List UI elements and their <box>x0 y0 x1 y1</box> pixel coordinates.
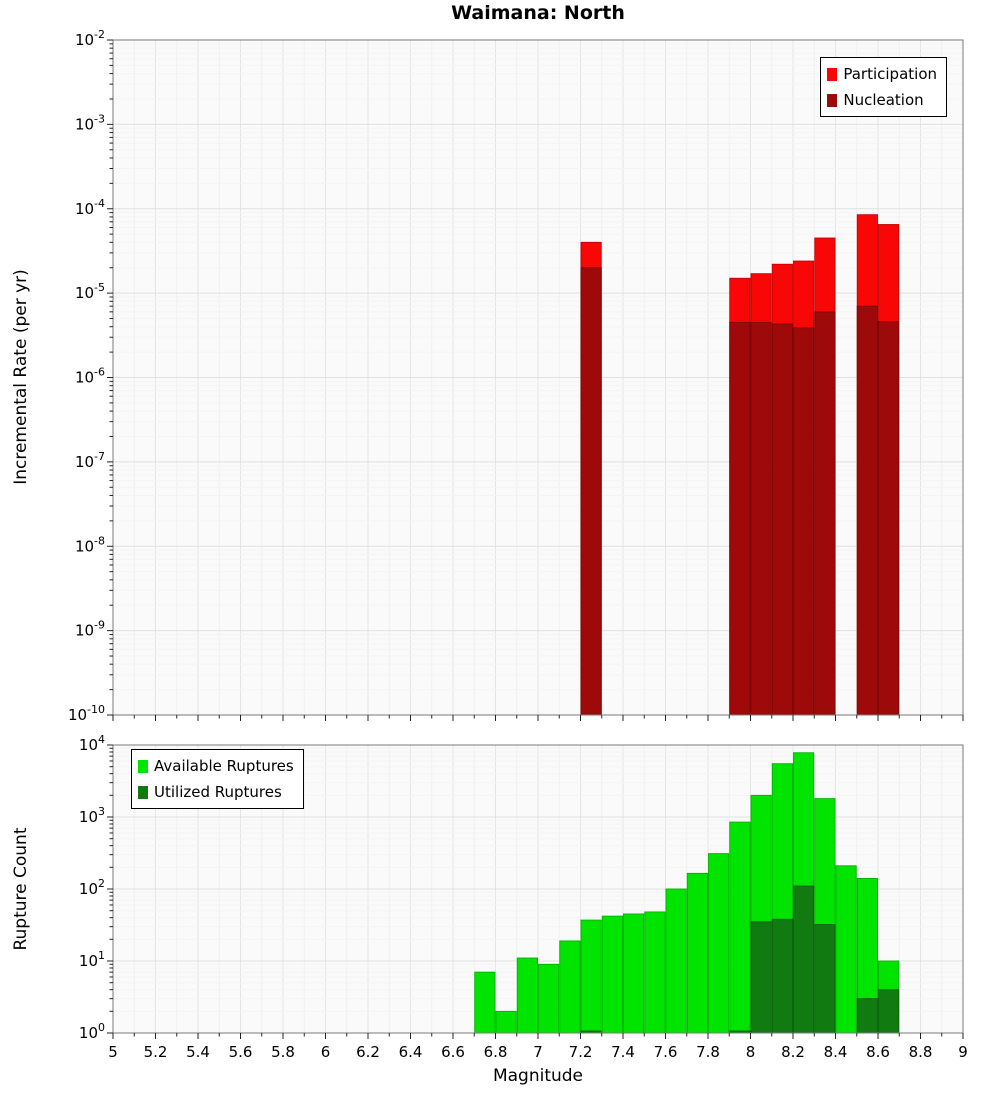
rupture-count-bar <box>814 924 836 1034</box>
rupture-count-bar <box>623 913 645 1034</box>
rupture-count-bar <box>729 821 751 1034</box>
rupture-count-bar <box>750 921 772 1034</box>
x-tick-label: 5 <box>108 1043 118 1061</box>
legend-label-available-ruptures: Available Ruptures <box>154 757 294 775</box>
x-axis-label: Magnitude <box>492 1066 584 1086</box>
x-tick-label: 6.8 <box>484 1043 508 1061</box>
rupture-count-bar <box>686 872 708 1034</box>
x-tick-label: 7.4 <box>611 1043 635 1061</box>
chart-title: Waimana: North <box>451 2 625 24</box>
nucleation-swatch-icon <box>827 93 838 107</box>
y-tick-label: 10-3 <box>75 112 105 133</box>
x-tick-label: 8.2 <box>781 1043 805 1061</box>
rate-legend: Participation Nucleation <box>820 57 947 117</box>
x-tick-label: 6.4 <box>399 1043 423 1061</box>
y-tick-label: 102 <box>79 877 105 898</box>
x-tick-label: 6.6 <box>441 1043 465 1061</box>
y-tick-label: 100 <box>79 1021 105 1042</box>
rupture-count-bar <box>665 888 687 1034</box>
incremental-rate-bar <box>793 327 815 716</box>
utilized-ruptures-swatch-icon <box>138 785 148 799</box>
rupture-count-bar <box>474 971 496 1034</box>
rupture-count-bar <box>878 989 900 1034</box>
legend-item-nucleation: Nucleation <box>827 87 937 113</box>
legend-label-participation: Participation <box>843 65 937 83</box>
participation-swatch-icon <box>827 67 838 81</box>
incremental-rate-bar <box>878 321 900 716</box>
y-tick-label: 10-6 <box>75 366 105 387</box>
legend-label-nucleation: Nucleation <box>843 91 924 109</box>
rupture-count-bar <box>644 911 666 1034</box>
rupture-count-bar <box>538 963 560 1034</box>
rupture-count-bar <box>793 885 815 1034</box>
rupture-count-bar <box>495 1010 517 1034</box>
x-tick-label: 6 <box>321 1043 331 1061</box>
y-tick-label: 10-5 <box>75 281 105 302</box>
incremental-rate-bar <box>771 323 793 716</box>
x-tick-label: 7.2 <box>569 1043 593 1061</box>
x-tick-label: 8.4 <box>824 1043 848 1061</box>
incremental-rate-bar <box>729 321 751 716</box>
x-tick-label: 8.8 <box>909 1043 933 1061</box>
rupture-count-bar <box>835 865 857 1034</box>
y-tick-label: 10-4 <box>75 197 105 218</box>
count-y-axis-label: Rupture Count <box>11 827 31 951</box>
rate-y-axis-label: Incremental Rate (per yr) <box>11 269 31 485</box>
available-ruptures-swatch-icon <box>138 759 148 773</box>
rupture-count-bar <box>771 918 793 1034</box>
incremental-rate-bar <box>580 267 602 716</box>
x-tick-label: 5.8 <box>271 1043 295 1061</box>
y-tick-label: 10-7 <box>75 450 105 471</box>
rupture-count-bar <box>580 919 602 1034</box>
y-tick-label: 10-9 <box>75 619 105 640</box>
legend-label-utilized-ruptures: Utilized Ruptures <box>154 783 282 801</box>
incremental-rate-bar <box>750 321 772 716</box>
x-tick-label: 6.2 <box>356 1043 380 1061</box>
rupture-count-bar <box>559 940 581 1034</box>
x-tick-label: 8.6 <box>866 1043 890 1061</box>
x-tick-label: 7.6 <box>654 1043 678 1061</box>
x-tick-label: 9 <box>958 1043 968 1061</box>
rupture-count-bar <box>856 998 878 1034</box>
x-tick-label: 8 <box>746 1043 756 1061</box>
count-legend: Available Ruptures Utilized Ruptures <box>131 749 304 809</box>
x-tick-label: 5.2 <box>144 1043 168 1061</box>
y-tick-label: 104 <box>79 733 105 754</box>
x-tick-label: 5.4 <box>186 1043 210 1061</box>
y-tick-label: 10-10 <box>68 703 105 724</box>
y-tick-label: 10-8 <box>75 534 105 555</box>
y-tick-label: 10-2 <box>75 28 105 49</box>
y-tick-label: 103 <box>79 805 105 826</box>
x-tick-label: 5.6 <box>229 1043 253 1061</box>
rupture-count-bar <box>601 915 623 1034</box>
rupture-count-bar <box>708 853 730 1034</box>
legend-item-available-ruptures: Available Ruptures <box>138 753 294 779</box>
legend-item-utilized-ruptures: Utilized Ruptures <box>138 779 294 805</box>
legend-item-participation: Participation <box>827 61 937 87</box>
incremental-rate-bar <box>856 305 878 716</box>
rupture-count-bar <box>516 957 538 1034</box>
x-tick-label: 7 <box>533 1043 543 1061</box>
y-tick-label: 101 <box>79 949 105 970</box>
x-tick-label: 7.8 <box>696 1043 720 1061</box>
incremental-rate-bar <box>814 311 836 716</box>
